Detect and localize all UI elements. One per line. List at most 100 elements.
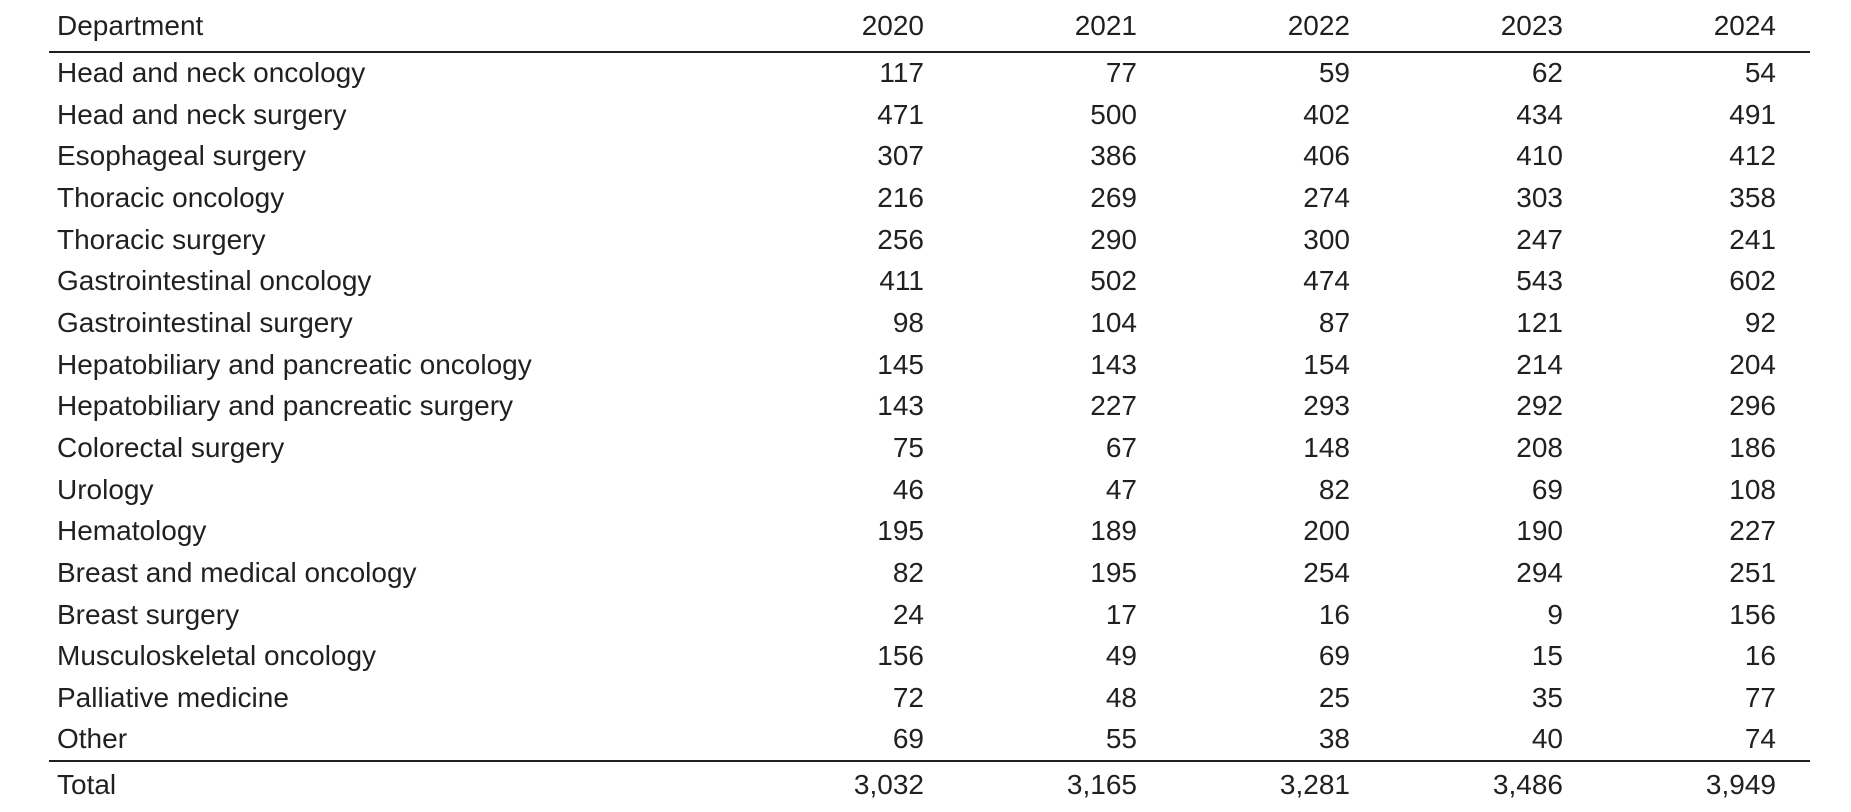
value-cell: 293 — [1303, 390, 1350, 422]
department-cell: Breast and medical oncology — [57, 557, 417, 589]
department-cell: Hepatobiliary and pancreatic oncology — [57, 348, 532, 380]
total-value-cell: 3,949 — [1597, 759, 1810, 808]
value-cell: 247 — [1516, 223, 1563, 255]
value-cell: 543 — [1516, 265, 1563, 297]
total-value-cell: 3,032 — [745, 759, 958, 808]
value-cell: 251 — [1729, 557, 1776, 589]
value-cell: 9 — [1547, 598, 1563, 630]
value-cell: 502 — [1090, 265, 1137, 297]
value-cell: 190 — [1516, 515, 1563, 547]
total-label-cell: Total — [49, 759, 745, 808]
department-cell: Hematology — [57, 515, 207, 547]
total-value-cell: 3,165 — [958, 759, 1171, 808]
value-cell: 48 — [1105, 682, 1137, 714]
department-cell: Head and neck oncology — [57, 57, 366, 89]
value-cell: 410 — [1516, 140, 1563, 172]
value-cell: 40 — [1531, 723, 1563, 755]
value-cell: 156 — [1729, 598, 1776, 630]
value-cell: 77 — [1744, 682, 1776, 714]
value-cell: 208 — [1516, 432, 1563, 464]
value-cell: 59 — [1318, 57, 1350, 89]
column-header-year: 2023 — [1384, 0, 1597, 53]
value-cell: 108 — [1729, 473, 1776, 505]
value-cell: 62 — [1531, 57, 1563, 89]
department-cell: Thoracic oncology — [57, 181, 285, 213]
table-row: Hepatobiliary and pancreatic oncology 145… — [49, 344, 1810, 386]
value-cell: 256 — [877, 223, 924, 255]
department-cell: Gastrointestinal oncology — [57, 265, 372, 297]
department-by-year-table: Department 2020 2021 2022 2023 2024 Head and … — [49, 0, 1810, 808]
total-value-cell: 3,486 — [1384, 759, 1597, 808]
value-cell: 98 — [892, 306, 924, 338]
value-cell: 49 — [1105, 640, 1137, 672]
value-cell: 602 — [1729, 265, 1776, 297]
total-value-cell: 3,281 — [1171, 759, 1384, 808]
value-cell: 474 — [1303, 265, 1350, 297]
value-cell: 16 — [1318, 598, 1350, 630]
table-row: Hepatobiliary and pancreatic surgery 143 2… — [49, 386, 1810, 428]
value-cell: 491 — [1729, 98, 1776, 130]
value-cell: 92 — [1744, 306, 1776, 338]
value-cell: 303 — [1516, 181, 1563, 213]
table-body: Head and neck oncology 117 77 59 62 54 Head an… — [49, 52, 1810, 761]
value-cell: 200 — [1303, 515, 1350, 547]
value-cell: 154 — [1303, 348, 1350, 380]
value-cell: 156 — [877, 640, 924, 672]
value-cell: 292 — [1516, 390, 1563, 422]
table-row: Esophageal surgery 307 386 406 410 412 — [49, 135, 1810, 177]
value-cell: 296 — [1729, 390, 1776, 422]
table-row: Breast surgery 24 17 16 9 156 — [49, 594, 1810, 636]
table-row: Gastrointestinal surgery 98 104 87 121 92 — [49, 302, 1810, 344]
department-cell: Other — [57, 723, 128, 755]
value-cell: 35 — [1531, 682, 1563, 714]
table-row: Head and neck surgery 471 500 402 434 491 — [49, 94, 1810, 136]
value-cell: 38 — [1318, 723, 1350, 755]
table-row: Palliative medicine 72 48 25 35 77 — [49, 677, 1810, 719]
value-cell: 121 — [1516, 306, 1563, 338]
department-cell: Hepatobiliary and pancreatic surgery — [57, 390, 514, 422]
value-cell: 55 — [1105, 723, 1137, 755]
department-cell: Musculoskeletal oncology — [57, 640, 377, 672]
value-cell: 54 — [1744, 57, 1776, 89]
value-cell: 189 — [1090, 515, 1137, 547]
table-row: Thoracic surgery 256 290 300 247 241 — [49, 219, 1810, 261]
value-cell: 82 — [892, 557, 924, 589]
value-cell: 406 — [1303, 140, 1350, 172]
value-cell: 148 — [1303, 432, 1350, 464]
value-cell: 143 — [1090, 348, 1137, 380]
total-row: Total 3,032 3,165 3,281 3,486 3,949 — [49, 759, 1810, 808]
value-cell: 195 — [1090, 557, 1137, 589]
table-row: Musculoskeletal oncology 156 49 69 15 16 — [49, 636, 1810, 678]
value-cell: 87 — [1318, 306, 1350, 338]
table-row: Other 69 55 38 40 74 — [49, 719, 1810, 761]
value-cell: 290 — [1090, 223, 1137, 255]
value-cell: 241 — [1729, 223, 1776, 255]
value-cell: 69 — [1318, 640, 1350, 672]
table-row: Breast and medical oncology 82 195 254 294 25… — [49, 552, 1810, 594]
department-cell: Colorectal surgery — [57, 432, 285, 464]
value-cell: 358 — [1729, 181, 1776, 213]
value-cell: 500 — [1090, 98, 1137, 130]
value-cell: 307 — [877, 140, 924, 172]
value-cell: 117 — [879, 57, 924, 89]
department-cell: Head and neck surgery — [57, 98, 347, 130]
value-cell: 300 — [1303, 223, 1350, 255]
table-row: Hematology 195 189 200 190 227 — [49, 511, 1810, 553]
header-row: Department 2020 2021 2022 2023 2024 — [49, 0, 1810, 53]
department-cell: Thoracic surgery — [57, 223, 266, 255]
value-cell: 216 — [877, 181, 924, 213]
value-cell: 69 — [1531, 473, 1563, 505]
value-cell: 15 — [1531, 640, 1563, 672]
value-cell: 204 — [1729, 348, 1776, 380]
column-header-year: 2024 — [1597, 0, 1810, 53]
value-cell: 412 — [1729, 140, 1776, 172]
table-footer: Total 3,032 3,165 3,281 3,486 3,949 — [49, 759, 1810, 808]
value-cell: 82 — [1318, 473, 1350, 505]
value-cell: 69 — [892, 723, 924, 755]
table-row: Urology 46 47 82 69 108 — [49, 469, 1810, 511]
value-cell: 145 — [877, 348, 924, 380]
value-cell: 214 — [1516, 348, 1563, 380]
value-cell: 274 — [1303, 181, 1350, 213]
value-cell: 25 — [1318, 682, 1350, 714]
column-header-year: 2022 — [1171, 0, 1384, 53]
